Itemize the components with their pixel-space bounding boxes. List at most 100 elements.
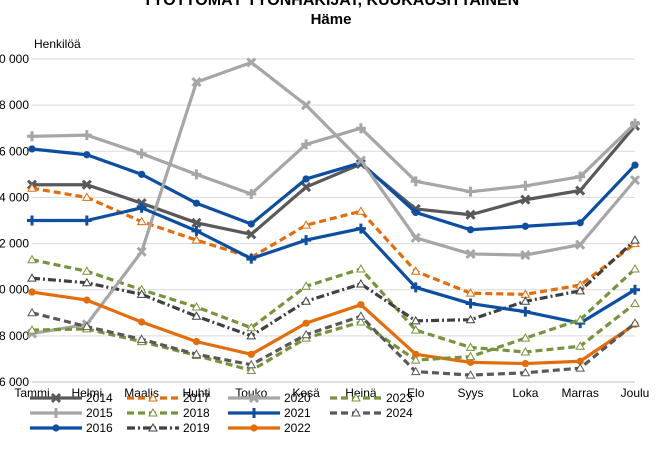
- data-point-marker: [520, 194, 531, 205]
- data-point-marker: [28, 145, 36, 153]
- data-point-marker: [465, 314, 476, 324]
- data-point-marker: [631, 161, 639, 169]
- legend-label: 2015: [86, 406, 113, 420]
- series-layer: [26, 57, 641, 379]
- series-2020: [26, 57, 641, 339]
- data-point-marker: [301, 100, 312, 111]
- legend-item-2024: 2024: [330, 406, 413, 420]
- data-point-marker: [246, 359, 257, 369]
- data-point-marker: [301, 329, 311, 339]
- y-tick-label: 18 000: [0, 329, 29, 343]
- data-point-marker: [81, 130, 92, 141]
- x-tick-label: Huhti: [182, 386, 210, 400]
- data-point-marker: [465, 186, 476, 197]
- legend-label: 2020: [284, 391, 311, 405]
- data-point-marker: [136, 289, 147, 298]
- data-point-marker: [356, 317, 366, 326]
- data-point-marker: [576, 219, 584, 227]
- data-point-marker: [630, 118, 640, 129]
- data-point-marker: [355, 155, 366, 166]
- data-point-marker: [630, 298, 640, 308]
- y-tick-label: 22 000: [0, 237, 29, 251]
- data-point-marker: [136, 246, 147, 257]
- data-point-marker: [191, 169, 202, 180]
- data-point-marker: [520, 367, 531, 377]
- x-tick-label: Marras: [562, 386, 599, 400]
- data-point-marker: [50, 392, 62, 404]
- data-point-marker: [357, 301, 365, 309]
- data-point-marker: [629, 175, 641, 186]
- data-point-marker: [247, 220, 255, 228]
- data-point-marker: [466, 226, 475, 234]
- data-point-marker: [520, 306, 531, 317]
- data-point-marker: [246, 188, 257, 199]
- data-point-marker: [28, 288, 36, 296]
- data-point-marker: [138, 170, 146, 178]
- data-point-marker: [51, 408, 61, 418]
- data-point-marker: [250, 424, 258, 432]
- legend-item-2017: 2017: [127, 391, 210, 405]
- data-point-marker: [81, 179, 92, 190]
- data-point-marker: [249, 408, 259, 418]
- y-axis-label: Henkilöä: [34, 37, 81, 51]
- series-line: [32, 124, 637, 236]
- legend-item-2016: 2016: [30, 421, 113, 435]
- data-point-marker: [301, 235, 312, 246]
- data-point-marker: [351, 407, 361, 417]
- y-tick-label: 20 000: [0, 283, 29, 297]
- data-point-marker: [520, 296, 531, 305]
- y-tick-label: 16 000: [0, 375, 29, 389]
- legend-item-2015: 2015: [30, 406, 113, 420]
- data-point-marker: [83, 151, 91, 159]
- data-point-marker: [630, 318, 640, 327]
- data-point-marker: [465, 370, 476, 379]
- data-point-marker: [136, 334, 147, 343]
- data-point-marker: [465, 298, 476, 309]
- data-point-marker: [138, 318, 146, 326]
- data-point-marker: [412, 208, 420, 217]
- data-point-marker: [466, 358, 475, 366]
- legend-item-2022: 2022: [228, 421, 311, 435]
- data-point-marker: [410, 176, 421, 187]
- legend-item-2018: 2018: [127, 406, 210, 420]
- data-point-marker: [355, 123, 366, 134]
- data-point-marker: [521, 359, 529, 368]
- legend-label: 2016: [86, 421, 113, 435]
- legend-item-2020: 2020: [228, 391, 311, 405]
- x-tick-label: Joulu: [621, 386, 650, 400]
- data-point-marker: [27, 273, 37, 282]
- data-point-marker: [81, 215, 92, 226]
- legend-label: 2023: [386, 391, 413, 405]
- data-point-marker: [575, 314, 586, 324]
- data-point-marker: [356, 278, 366, 288]
- series-2018: [27, 254, 640, 356]
- data-point-marker: [465, 351, 476, 361]
- data-point-marker: [576, 357, 584, 365]
- series-2021: [27, 202, 640, 329]
- data-point-marker: [412, 350, 420, 358]
- data-point-marker: [520, 250, 531, 261]
- data-point-marker: [301, 296, 311, 305]
- legend-label: 2024: [386, 406, 413, 420]
- legend-label: 2017: [183, 391, 210, 405]
- data-point-marker: [246, 57, 257, 68]
- data-point-marker: [575, 363, 586, 372]
- data-point-marker: [520, 346, 531, 356]
- x-tick-label: Kesä: [292, 386, 320, 400]
- data-point-marker: [351, 392, 361, 402]
- series-2022: [28, 288, 639, 368]
- data-point-marker: [191, 225, 202, 236]
- data-point-marker: [410, 325, 421, 334]
- y-tick-label: 30 000: [0, 52, 29, 66]
- data-point-marker: [521, 222, 529, 230]
- data-point-marker: [191, 302, 202, 311]
- series-line: [31, 258, 636, 354]
- x-tick-label: Heinä: [345, 386, 377, 400]
- data-point-marker: [355, 223, 366, 234]
- legend-item-2014: 2014: [30, 391, 113, 405]
- data-point-marker: [302, 319, 310, 327]
- data-point-marker: [248, 392, 260, 404]
- data-point-marker: [630, 263, 640, 273]
- data-point-marker: [148, 407, 158, 417]
- data-point-marker: [27, 215, 37, 226]
